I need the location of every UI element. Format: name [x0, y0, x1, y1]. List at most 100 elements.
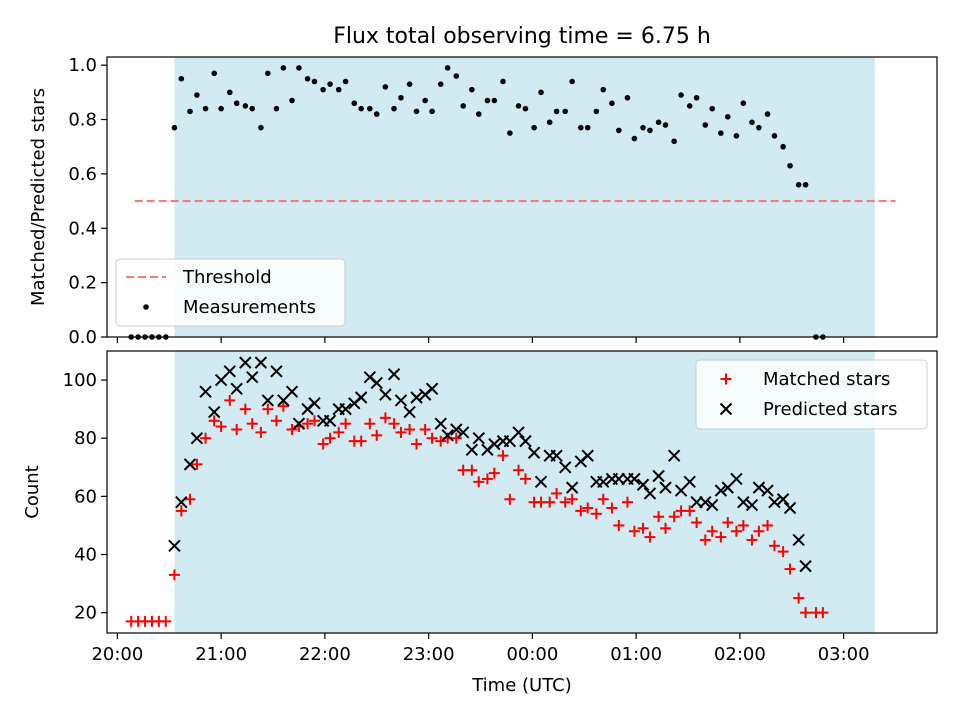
- y-tick-label: 1.0: [68, 55, 97, 76]
- measurement-point: [749, 119, 755, 126]
- measurement-point: [367, 105, 373, 112]
- measurement-point: [609, 100, 615, 107]
- x-tick-label: 01:00: [610, 644, 662, 665]
- matched-star-point: [239, 403, 251, 415]
- measurement-point: [515, 103, 522, 109]
- matched-star-point: [762, 519, 774, 531]
- matched-star-point: [481, 473, 493, 485]
- measurement-point: [444, 65, 451, 71]
- figure-title: Flux total observing time = 6.75 h: [333, 24, 711, 49]
- measurement-point: [671, 138, 677, 145]
- matched-star-point: [286, 423, 298, 435]
- predicted-star-point: [745, 498, 759, 512]
- measurement-point: [437, 81, 444, 87]
- measurement-point: [647, 127, 653, 134]
- matched-star-point: [215, 421, 227, 433]
- measurement-point: [242, 103, 249, 109]
- predicted-star-point: [434, 417, 447, 430]
- predicted-star-point: [761, 484, 774, 497]
- counts-x-label: Time (UTC): [471, 675, 572, 696]
- predicted-star-point: [527, 446, 541, 459]
- matched-star-point: [722, 517, 734, 529]
- matched-star-point: [426, 432, 438, 444]
- matched-star-point: [753, 525, 765, 537]
- measurement-point: [342, 78, 349, 85]
- matched-star-point: [793, 592, 805, 604]
- matched-star-point: [590, 508, 602, 520]
- measurement-point: [616, 127, 622, 134]
- predicted-star-point: [354, 391, 368, 404]
- measurement-point: [258, 124, 264, 131]
- matched-star-point: [613, 519, 625, 531]
- predicted-star-point: [714, 484, 728, 497]
- matched-star-point: [340, 418, 352, 430]
- measurement-point: [678, 92, 684, 98]
- x-tick-label: 00:00: [506, 644, 558, 665]
- matched-star-point: [575, 505, 587, 517]
- measurement-point: [640, 124, 646, 131]
- predicted-star-point: [652, 469, 665, 483]
- predicted-star-point: [208, 405, 221, 419]
- matched-star-point: [800, 607, 812, 619]
- matched-star-point: [566, 493, 578, 505]
- matched-star-point: [582, 502, 594, 514]
- matched-star-point: [277, 400, 289, 412]
- measurement-point: [280, 65, 287, 71]
- measurement-point: [740, 100, 747, 107]
- matched-star-point: [160, 615, 172, 627]
- predicted-star-point: [659, 481, 672, 494]
- measurement-point: [475, 111, 482, 117]
- matched-star-point: [302, 418, 314, 430]
- measurement-point: [460, 103, 467, 109]
- measurement-point: [562, 108, 569, 115]
- matched-star-point: [497, 450, 509, 462]
- matched-star-point: [404, 423, 416, 435]
- predicted-star-point: [308, 397, 321, 410]
- matched-star-point: [746, 534, 758, 546]
- legend-measurements-label: Measurements: [183, 297, 316, 318]
- predicted-star-point: [199, 385, 212, 398]
- predicted-star-point: [783, 501, 797, 515]
- measurement-point: [273, 105, 280, 112]
- ratio-y-ticks: 0.0 0.2 0.4 0.6 0.8 1.0: [68, 55, 107, 348]
- measurement-point: [351, 100, 358, 107]
- measurement-point: [453, 73, 460, 79]
- y-tick-label: 20: [74, 603, 97, 624]
- measurement-point: [569, 78, 575, 85]
- matched-star-point: [184, 493, 196, 505]
- matched-star-point: [262, 403, 274, 415]
- matched-star-point: [388, 418, 400, 430]
- predicted-star-point: [519, 434, 532, 448]
- y-tick-label: 0.4: [68, 218, 97, 239]
- predicted-star-point: [450, 423, 463, 436]
- predicted-star-point: [323, 414, 337, 427]
- predicted-star-point: [370, 376, 383, 390]
- matched-star-point: [653, 511, 665, 523]
- matched-star-point: [379, 412, 391, 424]
- counts-legend: Matched stars Predicted stars: [695, 359, 928, 430]
- x-tick-label: 22:00: [299, 644, 351, 665]
- predicted-star-point: [379, 388, 392, 401]
- measurement-point: [484, 97, 491, 104]
- measurement-point: [593, 108, 600, 115]
- matched-star-point: [660, 522, 672, 534]
- measurement-point: [531, 124, 537, 131]
- x-tick-label: 03:00: [818, 644, 870, 665]
- counts-axes-frame: [106, 350, 938, 634]
- predicted-star-point: [270, 365, 283, 378]
- legend-threshold-label: Threshold: [182, 267, 272, 288]
- predicted-star-point: [223, 365, 236, 378]
- measurement-point: [702, 122, 709, 128]
- matched-star-point: [768, 540, 780, 552]
- matched-star-point: [450, 432, 462, 444]
- predicted-star-point: [230, 382, 243, 396]
- measurement-point: [335, 86, 342, 93]
- matched-star-point: [355, 435, 367, 447]
- measurement-point: [802, 181, 809, 188]
- predicted-star-point: [628, 472, 641, 486]
- measurement-point: [311, 78, 318, 85]
- measurement-point: [320, 86, 326, 93]
- predicted-star-point: [730, 472, 743, 486]
- matched-star-point: [606, 502, 618, 514]
